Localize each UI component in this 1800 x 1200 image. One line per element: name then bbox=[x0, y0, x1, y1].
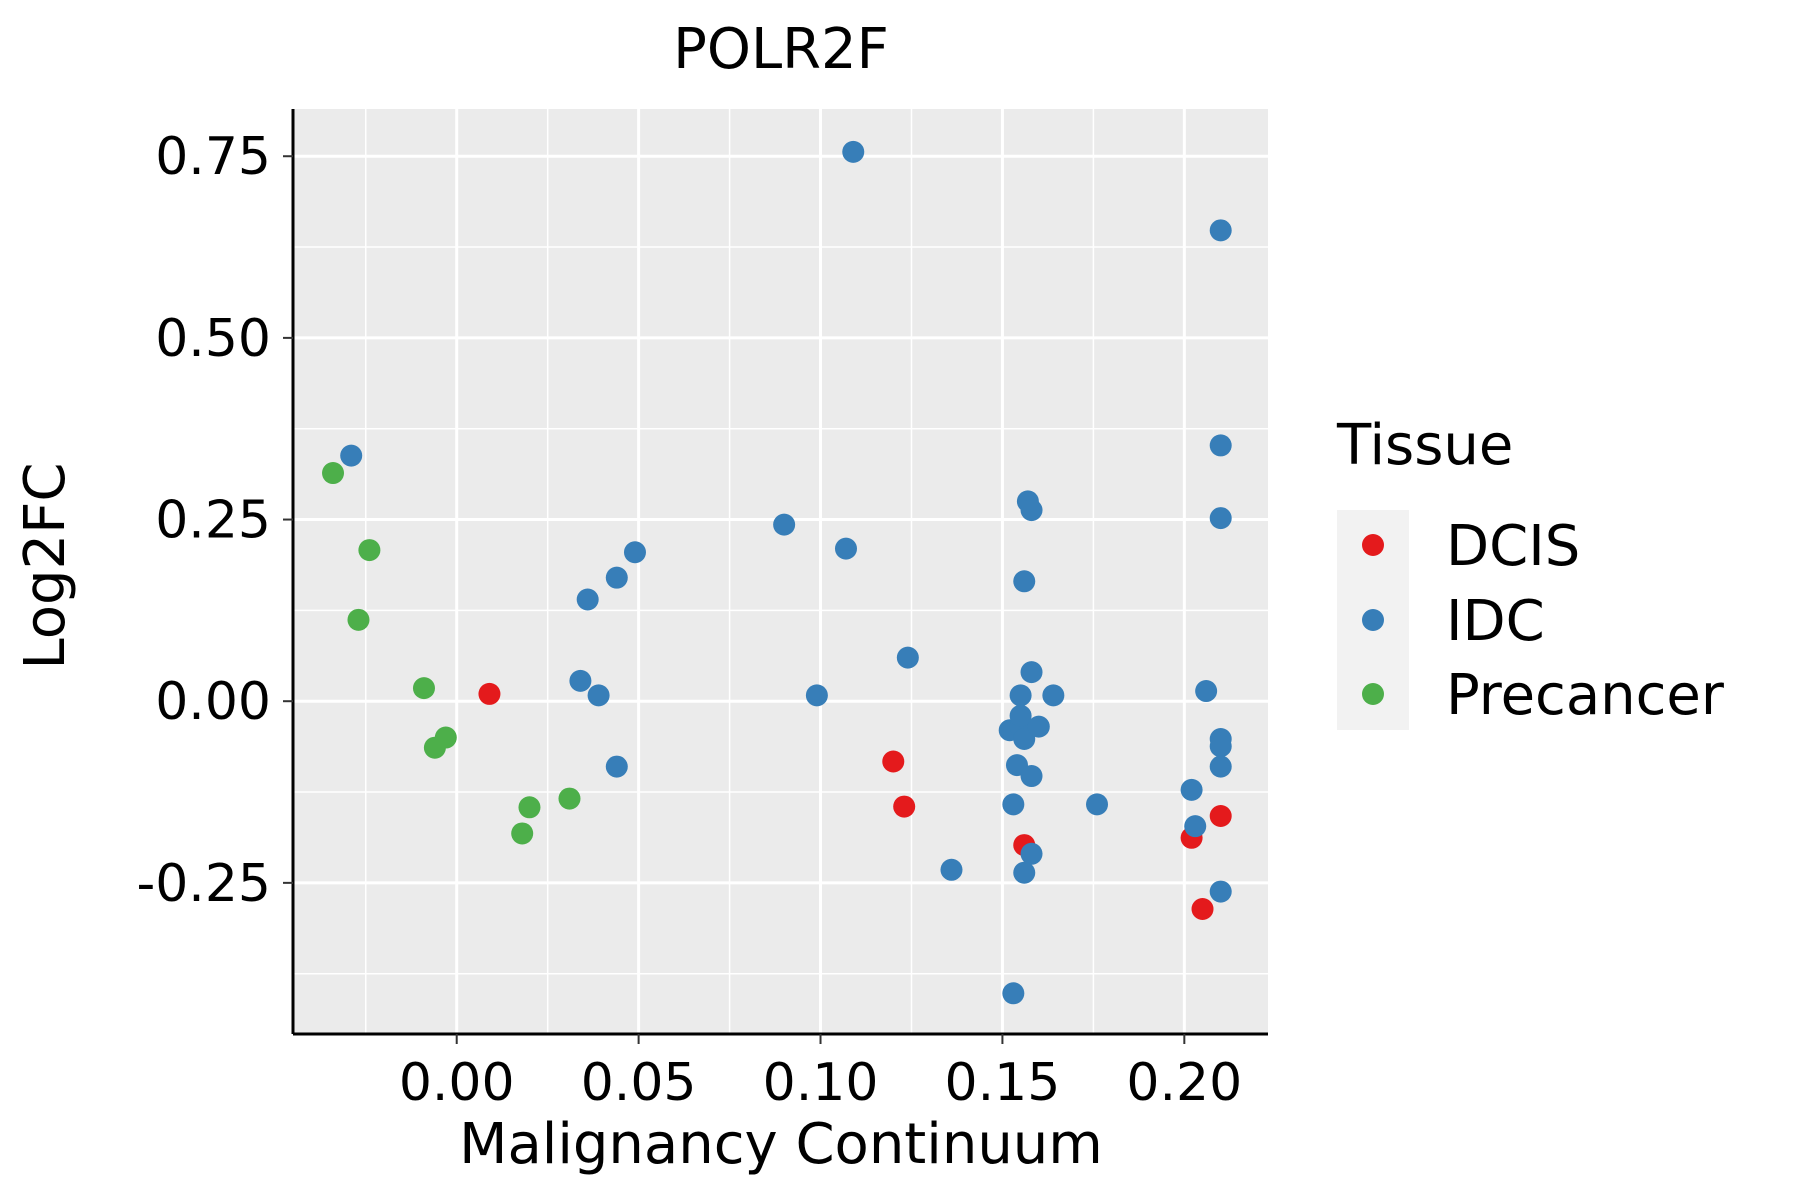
data-point-idc bbox=[1195, 680, 1218, 703]
data-point-dcis bbox=[478, 682, 501, 705]
y-tick-label: -0.25 bbox=[136, 854, 271, 914]
data-point-dcis bbox=[893, 795, 916, 818]
data-point-idc bbox=[1009, 704, 1032, 727]
data-point-idc bbox=[569, 669, 592, 692]
legend-label-precancer: Precancer bbox=[1446, 663, 1725, 728]
x-axis-title: Malignancy Continuum bbox=[459, 1112, 1103, 1177]
y-tick-label: 0.75 bbox=[155, 127, 271, 187]
data-point-idc bbox=[1209, 434, 1232, 457]
data-point-idc bbox=[623, 541, 646, 564]
data-point-idc bbox=[1020, 499, 1043, 522]
data-point-idc bbox=[1209, 755, 1232, 778]
data-point-idc bbox=[1013, 861, 1036, 884]
legend-title: Tissue bbox=[1336, 413, 1513, 478]
data-point-idc bbox=[1013, 570, 1036, 593]
data-point-idc bbox=[1002, 793, 1025, 816]
data-point-precancer bbox=[358, 539, 381, 562]
data-point-precancer bbox=[322, 462, 345, 485]
data-point-idc bbox=[896, 646, 919, 669]
data-point-idc bbox=[940, 858, 963, 881]
x-tick-label: 0.05 bbox=[581, 1053, 697, 1113]
legend-label-dcis: DCIS bbox=[1446, 514, 1580, 579]
data-point-idc bbox=[1042, 684, 1065, 707]
data-point-precancer bbox=[511, 822, 534, 845]
legend: Tissue DCIS IDC Precancer bbox=[1336, 413, 1725, 730]
data-point-idc bbox=[576, 588, 599, 611]
x-tick-label: 0.10 bbox=[763, 1053, 879, 1113]
data-point-idc bbox=[1002, 982, 1025, 1005]
data-point-precancer bbox=[347, 608, 370, 631]
data-points bbox=[322, 140, 1232, 1005]
y-tick-label: 0.25 bbox=[155, 491, 271, 551]
data-point-idc bbox=[834, 537, 857, 560]
y-axis-ticks: -0.25 0.00 0.25 0.50 0.75 bbox=[136, 127, 293, 914]
x-tick-label: 0.15 bbox=[945, 1053, 1061, 1113]
data-point-precancer bbox=[434, 726, 457, 749]
data-point-idc bbox=[1209, 880, 1232, 903]
legend-swatch-idc bbox=[1362, 609, 1384, 631]
data-point-idc bbox=[605, 755, 628, 778]
data-point-idc bbox=[1209, 735, 1232, 758]
data-point-precancer bbox=[518, 796, 541, 819]
data-point-dcis bbox=[1209, 805, 1232, 828]
data-point-idc bbox=[605, 566, 628, 589]
data-point-idc bbox=[587, 684, 610, 707]
legend-swatch-precancer bbox=[1362, 683, 1384, 705]
legend-label-idc: IDC bbox=[1446, 589, 1545, 654]
data-point-idc bbox=[1009, 684, 1032, 707]
x-tick-label: 0.00 bbox=[399, 1053, 515, 1113]
data-point-idc bbox=[1180, 778, 1203, 801]
data-point-idc bbox=[1013, 727, 1036, 750]
data-point-dcis bbox=[882, 750, 905, 773]
data-point-dcis bbox=[1191, 898, 1214, 921]
chart-title: POLR2F bbox=[673, 17, 889, 82]
major-gridlines bbox=[293, 109, 1268, 1034]
data-point-idc bbox=[1086, 793, 1109, 816]
x-tick-label: 0.20 bbox=[1126, 1053, 1242, 1113]
y-tick-label: 0.00 bbox=[155, 672, 271, 732]
legend-swatch-dcis bbox=[1362, 534, 1384, 556]
data-point-idc bbox=[1020, 661, 1043, 684]
data-point-idc bbox=[1209, 507, 1232, 530]
data-point-precancer bbox=[412, 677, 435, 700]
data-point-idc bbox=[340, 444, 363, 467]
data-point-idc bbox=[1027, 715, 1050, 738]
data-point-idc bbox=[1020, 765, 1043, 788]
data-point-idc bbox=[842, 140, 865, 163]
data-point-idc bbox=[805, 684, 828, 707]
data-point-idc bbox=[773, 513, 796, 536]
data-point-precancer bbox=[558, 787, 581, 810]
data-point-idc bbox=[1209, 219, 1232, 242]
data-point-idc bbox=[1020, 842, 1043, 865]
y-tick-label: 0.50 bbox=[155, 309, 271, 369]
x-axis-ticks: 0.00 0.05 0.10 0.15 0.20 bbox=[399, 1034, 1242, 1113]
y-axis-title: Log2FC bbox=[13, 463, 78, 670]
data-point-idc bbox=[1184, 815, 1207, 838]
